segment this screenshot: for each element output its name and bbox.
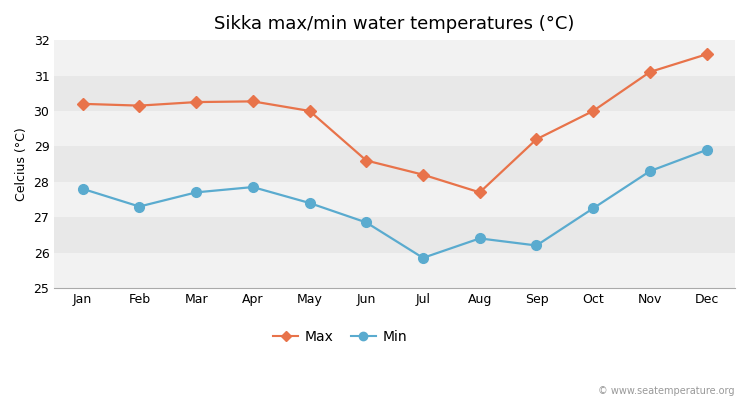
Min (78, 186, 87, 191)
Bar (54, 146, 735, 182)
Bar (54, 76, 735, 111)
Max (78, 102, 87, 106)
Min (589, 206, 598, 211)
Min (702, 148, 711, 152)
Max (532, 137, 541, 142)
Y-axis label: Celcius (°C): Celcius (°C) (15, 127, 28, 201)
Max (646, 70, 655, 74)
Legend: Max, Min: Max, Min (268, 325, 413, 350)
Bar (54, 217, 735, 252)
Bar (54, 111, 735, 146)
Max (248, 99, 257, 104)
Title: Sikka max/min water temperatures (°C): Sikka max/min water temperatures (°C) (214, 15, 574, 33)
Bar (54, 182, 735, 217)
Max (191, 100, 200, 104)
Max (476, 190, 484, 195)
Min (362, 220, 370, 225)
Min (646, 169, 655, 174)
Min (532, 243, 541, 248)
Line: Min: Min (78, 145, 712, 263)
Min (476, 236, 484, 241)
Bar (54, 40, 735, 76)
Text: © www.seatemperature.org: © www.seatemperature.org (598, 386, 735, 396)
Max (702, 52, 711, 57)
Max (419, 172, 428, 177)
Bar (54, 252, 735, 288)
Min (305, 200, 314, 205)
Min (191, 190, 200, 195)
Min (248, 185, 257, 190)
Max (589, 108, 598, 113)
Max (135, 103, 144, 108)
Max (362, 158, 370, 163)
Min (419, 256, 428, 260)
Max (305, 108, 314, 113)
Line: Max: Max (79, 50, 711, 196)
Min (135, 204, 144, 209)
